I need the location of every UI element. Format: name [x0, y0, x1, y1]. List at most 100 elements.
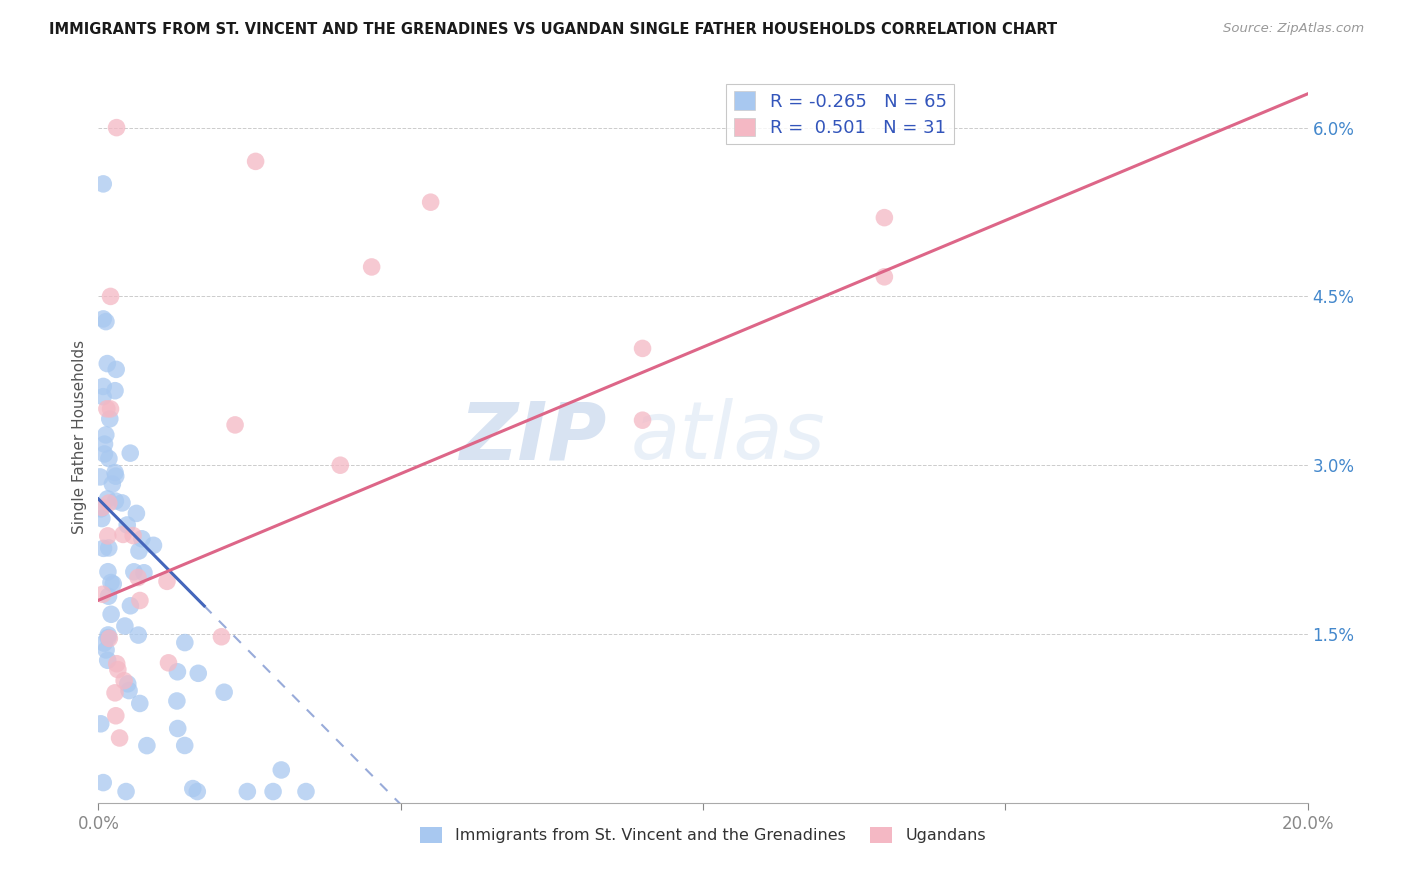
Point [98, 632, 121, 646]
Point [115, 784, 138, 798]
Point [105, 657, 128, 671]
Point [118, 683, 141, 698]
Point [93, 447, 115, 461]
Point [104, 708, 127, 723]
Point [96, 357, 118, 371]
Point [105, 120, 128, 135]
Point [112, 527, 135, 541]
Point [94, 643, 117, 657]
Point [186, 784, 208, 798]
Point [104, 384, 127, 398]
Point [93, 437, 115, 451]
Point [90, 501, 112, 516]
Point [104, 469, 127, 483]
Point [90, 716, 112, 731]
Point [100, 575, 122, 590]
Point [236, 784, 259, 798]
Point [91, 500, 114, 515]
Point [127, 628, 149, 642]
Point [108, 731, 131, 745]
Point [127, 570, 149, 584]
Point [97, 653, 120, 667]
Point [104, 466, 127, 480]
Point [97, 631, 120, 645]
Point [97, 496, 120, 510]
Point [142, 538, 165, 552]
Point [107, 663, 129, 677]
Point [132, 566, 155, 580]
Point [90, 511, 112, 525]
Point [91, 177, 114, 191]
Point [873, 269, 896, 284]
Point [105, 362, 128, 376]
Point [97, 451, 120, 466]
Point [103, 577, 125, 591]
Point [101, 477, 124, 491]
Point [122, 565, 145, 579]
Point [157, 656, 180, 670]
Point [173, 739, 195, 753]
Point [224, 417, 246, 432]
Point [97, 628, 120, 642]
Point [295, 784, 318, 798]
Point [97, 541, 120, 555]
Point [104, 494, 127, 508]
Y-axis label: Single Father Households: Single Father Households [72, 340, 87, 534]
Point [128, 544, 150, 558]
Text: IMMIGRANTS FROM ST. VINCENT AND THE GRENADINES VS UGANDAN SINGLE FATHER HOUSEHOL: IMMIGRANTS FROM ST. VINCENT AND THE GREN… [49, 22, 1057, 37]
Point [120, 599, 142, 613]
Legend: Immigrants from St. Vincent and the Grenadines, Ugandans: Immigrants from St. Vincent and the Gren… [413, 821, 993, 850]
Point [129, 593, 152, 607]
Point [360, 260, 382, 274]
Point [873, 211, 896, 225]
Point [631, 342, 654, 356]
Point [100, 607, 122, 622]
Point [91, 379, 114, 393]
Point [212, 685, 235, 699]
Point [98, 412, 121, 426]
Point [97, 589, 120, 603]
Text: atlas: atlas [630, 398, 825, 476]
Point [262, 784, 284, 798]
Point [112, 673, 135, 688]
Point [115, 518, 138, 533]
Point [173, 635, 195, 649]
Point [329, 458, 352, 473]
Point [100, 401, 122, 416]
Point [104, 686, 127, 700]
Point [156, 574, 179, 589]
Point [181, 781, 204, 796]
Point [96, 401, 118, 416]
Point [94, 315, 117, 329]
Text: Source: ZipAtlas.com: Source: ZipAtlas.com [1223, 22, 1364, 36]
Point [91, 775, 114, 789]
Point [94, 428, 117, 442]
Point [419, 195, 441, 210]
Point [166, 722, 188, 736]
Point [245, 154, 267, 169]
Point [120, 446, 142, 460]
Text: ZIP: ZIP [458, 398, 606, 476]
Point [122, 528, 145, 542]
Point [117, 677, 139, 691]
Point [631, 413, 654, 427]
Point [131, 532, 153, 546]
Point [91, 312, 114, 326]
Point [93, 636, 115, 650]
Point [135, 739, 157, 753]
Point [89, 470, 111, 484]
Point [93, 541, 115, 556]
Point [166, 694, 188, 708]
Point [111, 496, 134, 510]
Point [97, 529, 120, 543]
Point [125, 507, 148, 521]
Point [91, 390, 114, 404]
Point [114, 619, 136, 633]
Point [97, 565, 120, 579]
Point [128, 697, 150, 711]
Point [270, 763, 292, 777]
Point [96, 491, 118, 506]
Point [91, 587, 114, 601]
Point [166, 665, 188, 679]
Point [100, 289, 122, 303]
